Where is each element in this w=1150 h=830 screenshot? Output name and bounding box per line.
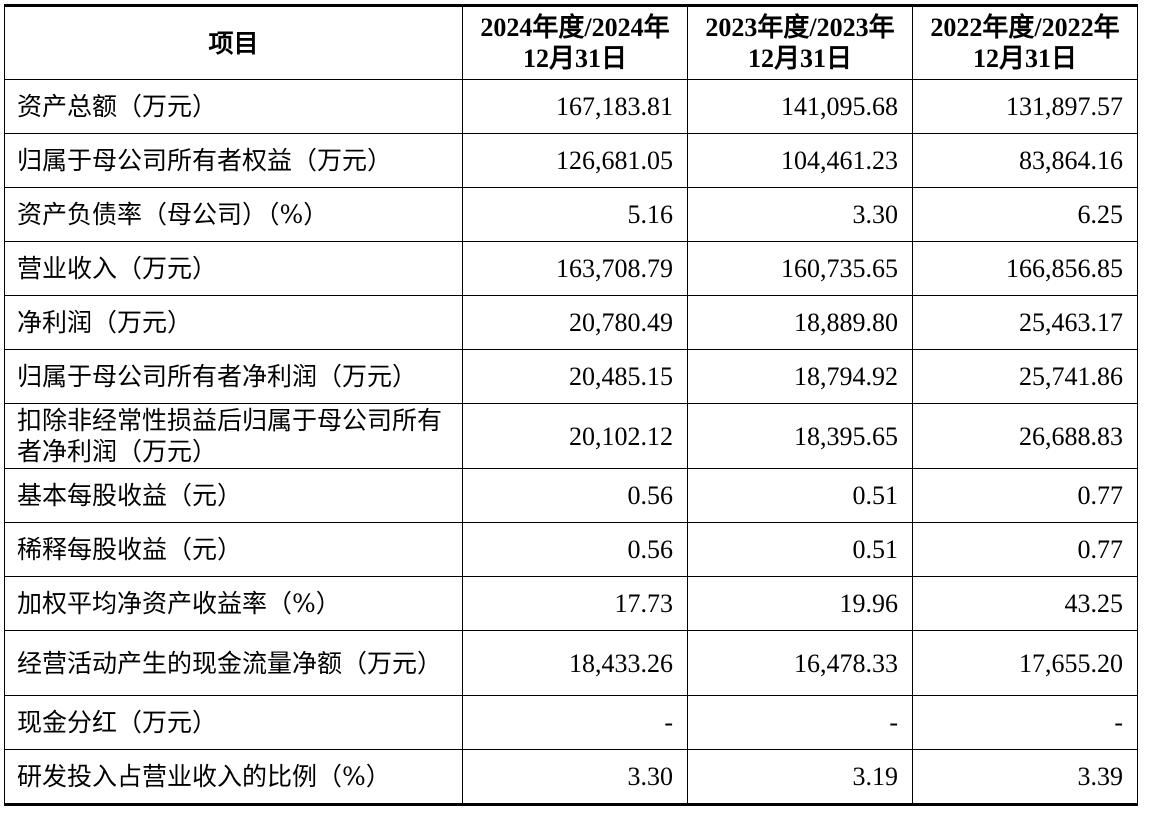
cell-2023: 104,461.23: [687, 133, 913, 188]
cell-2022: -: [912, 695, 1138, 750]
cell-2024: 17.73: [462, 576, 688, 631]
table-row: 资产总额（万元） 167,183.81 141,095.68 131,897.5…: [4, 79, 1138, 134]
cell-2024: 20,780.49: [462, 295, 688, 350]
cell-2024: 3.30: [462, 749, 688, 806]
cell-2024: 18,433.26: [462, 630, 688, 696]
row-label: 资产总额（万元）: [4, 79, 463, 134]
header-2022: 2022年度/2022年12月31日: [912, 4, 1138, 80]
cell-2024: 20,102.12: [462, 403, 688, 469]
header-2024-label: 2024年度/2024年12月31日: [480, 13, 670, 73]
table-row: 营业收入（万元） 163,708.79 160,735.65 166,856.8…: [4, 241, 1138, 296]
header-item: 项目: [4, 4, 463, 80]
row-label: 扣除非经常性损益后归属于母公司所有者净利润（万元）: [4, 403, 463, 469]
cell-2024: 20,485.15: [462, 349, 688, 404]
table-row: 归属于母公司所有者净利润（万元） 20,485.15 18,794.92 25,…: [4, 349, 1138, 404]
cell-2023: 160,735.65: [687, 241, 913, 296]
cell-2023: 0.51: [687, 522, 913, 577]
cell-2023: 16,478.33: [687, 630, 913, 696]
cell-2024: 167,183.81: [462, 79, 688, 134]
cell-2022: 83,864.16: [912, 133, 1138, 188]
row-label: 营业收入（万元）: [4, 241, 463, 296]
cell-2023: 18,395.65: [687, 403, 913, 469]
table-header-row: 项目 2024年度/2024年12月31日 2023年度/2023年12月31日…: [4, 4, 1138, 80]
table-row: 归属于母公司所有者权益（万元） 126,681.05 104,461.23 83…: [4, 133, 1138, 188]
cell-2023: 3.30: [687, 187, 913, 242]
table-row: 基本每股收益（元） 0.56 0.51 0.77: [4, 468, 1138, 523]
cell-2024: 126,681.05: [462, 133, 688, 188]
cell-2022: 3.39: [912, 749, 1138, 806]
cell-2022: 166,856.85: [912, 241, 1138, 296]
cell-2023: 141,095.68: [687, 79, 913, 134]
cell-2024: 5.16: [462, 187, 688, 242]
header-2023: 2023年度/2023年12月31日: [687, 4, 913, 80]
row-label: 现金分红（万元）: [4, 695, 463, 750]
row-label: 资产负债率（母公司）（%）: [4, 187, 463, 242]
table-row: 稀释每股收益（元） 0.56 0.51 0.77: [4, 522, 1138, 577]
header-2023-label: 2023年度/2023年12月31日: [705, 13, 895, 73]
cell-2022: 25,741.86: [912, 349, 1138, 404]
cell-2024: 0.56: [462, 522, 688, 577]
cell-2023: 0.51: [687, 468, 913, 523]
row-label: 稀释每股收益（元）: [4, 522, 463, 577]
table-row: 研发投入占营业收入的比例（%） 3.30 3.19 3.39: [4, 749, 1138, 806]
financial-summary-table: 项目 2024年度/2024年12月31日 2023年度/2023年12月31日…: [4, 4, 1138, 806]
row-label: 加权平均净资产收益率（%）: [4, 576, 463, 631]
row-label: 研发投入占营业收入的比例（%）: [4, 749, 463, 806]
cell-2022: 0.77: [912, 522, 1138, 577]
cell-2023: 18,794.92: [687, 349, 913, 404]
table-row: 资产负债率（母公司）（%） 5.16 3.30 6.25: [4, 187, 1138, 242]
row-label: 基本每股收益（元）: [4, 468, 463, 523]
cell-2022: 26,688.83: [912, 403, 1138, 469]
cell-2022: 131,897.57: [912, 79, 1138, 134]
row-label: 净利润（万元）: [4, 295, 463, 350]
table-row: 经营活动产生的现金流量净额（万元） 18,433.26 16,478.33 17…: [4, 630, 1138, 696]
cell-2024: 163,708.79: [462, 241, 688, 296]
table-row: 现金分红（万元） - - -: [4, 695, 1138, 750]
cell-2023: 3.19: [687, 749, 913, 806]
table-row: 净利润（万元） 20,780.49 18,889.80 25,463.17: [4, 295, 1138, 350]
cell-2024: 0.56: [462, 468, 688, 523]
cell-2024: -: [462, 695, 688, 750]
cell-2022: 25,463.17: [912, 295, 1138, 350]
row-label: 经营活动产生的现金流量净额（万元）: [4, 630, 463, 696]
header-2024: 2024年度/2024年12月31日: [462, 4, 688, 80]
row-label: 归属于母公司所有者净利润（万元）: [4, 349, 463, 404]
cell-2023: -: [687, 695, 913, 750]
cell-2023: 18,889.80: [687, 295, 913, 350]
table-row: 扣除非经常性损益后归属于母公司所有者净利润（万元） 20,102.12 18,3…: [4, 403, 1138, 469]
cell-2022: 6.25: [912, 187, 1138, 242]
row-label: 归属于母公司所有者权益（万元）: [4, 133, 463, 188]
cell-2022: 17,655.20: [912, 630, 1138, 696]
table-row: 加权平均净资产收益率（%） 17.73 19.96 43.25: [4, 576, 1138, 631]
cell-2022: 0.77: [912, 468, 1138, 523]
cell-2022: 43.25: [912, 576, 1138, 631]
cell-2023: 19.96: [687, 576, 913, 631]
header-2022-label: 2022年度/2022年12月31日: [930, 13, 1120, 73]
